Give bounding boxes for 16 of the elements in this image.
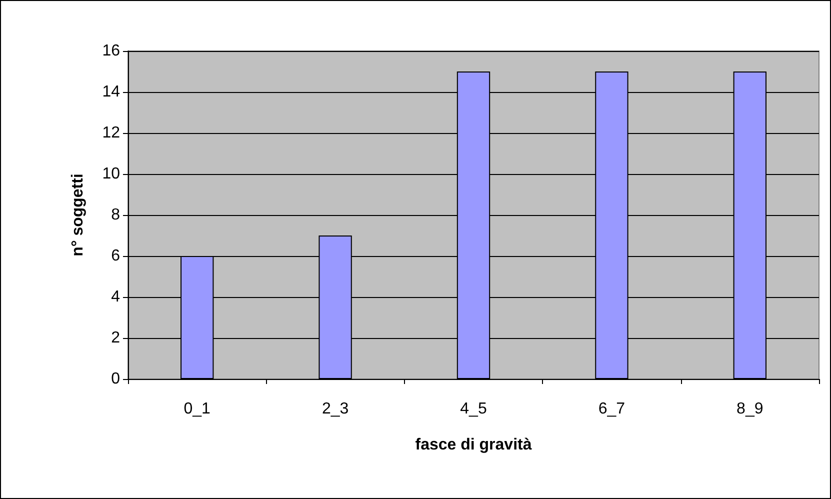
y-tick-label: 2 bbox=[111, 330, 120, 346]
x-tick-label: 8_9 bbox=[736, 400, 764, 418]
x-tick-label: 4_5 bbox=[460, 400, 487, 418]
x-axis-title: fasce di gravità bbox=[415, 436, 532, 454]
x-tick-label: 0_1 bbox=[184, 400, 211, 418]
y-tick-label: 0 bbox=[111, 370, 120, 388]
y-axis-title: n° soggetti bbox=[70, 174, 86, 256]
y-tick-label: 4 bbox=[111, 288, 120, 306]
y-tick-label: 12 bbox=[102, 124, 120, 142]
y-tick-label: 6 bbox=[111, 248, 120, 264]
y-tick-label: 14 bbox=[102, 84, 120, 100]
y-tick-label: 8 bbox=[111, 206, 120, 224]
y-tick-label: 10 bbox=[102, 166, 120, 182]
x-tick-label: 6_7 bbox=[598, 400, 626, 418]
y-tick-label: 16 bbox=[102, 42, 120, 60]
x-tick-label: 2_3 bbox=[322, 400, 349, 418]
